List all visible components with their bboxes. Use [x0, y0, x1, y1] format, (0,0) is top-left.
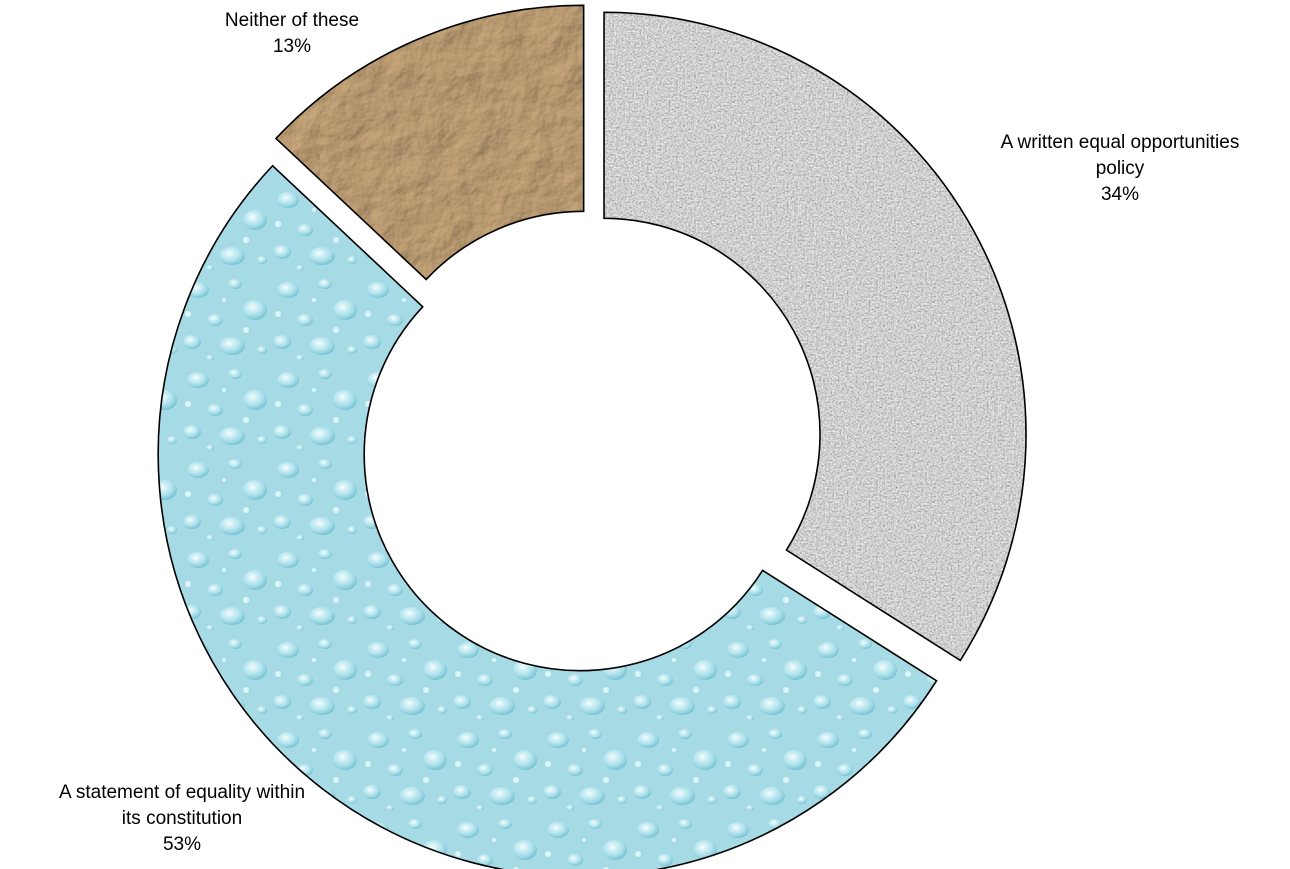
slice-value-label: 13%: [273, 36, 311, 57]
donut-slice-3: [274, 4, 585, 281]
slice-category-label: policy: [1096, 158, 1145, 179]
labels-layer: A written equal opportunitiespolicy34%A …: [59, 10, 1239, 855]
slice-label-2: A statement of equality within its consti…: [59, 782, 305, 855]
slices-layer: [157, 4, 1027, 869]
donut-slice-2: [157, 164, 938, 869]
slice-category-label: A statement of equality within: [59, 782, 305, 803]
slice-label-1: A written equal opportunities policy 34%: [1001, 132, 1240, 205]
slice-value-label: 53%: [163, 834, 201, 855]
slice-label-3: Neither of these 13%: [225, 10, 359, 57]
slice-category-label: its constitution: [122, 808, 242, 829]
donut-slice-1: [603, 11, 1027, 662]
slice-category-label: Neither of these: [225, 10, 359, 31]
slice-value-label: 34%: [1101, 184, 1139, 205]
slice-category-label: A written equal opportunities: [1001, 132, 1240, 153]
